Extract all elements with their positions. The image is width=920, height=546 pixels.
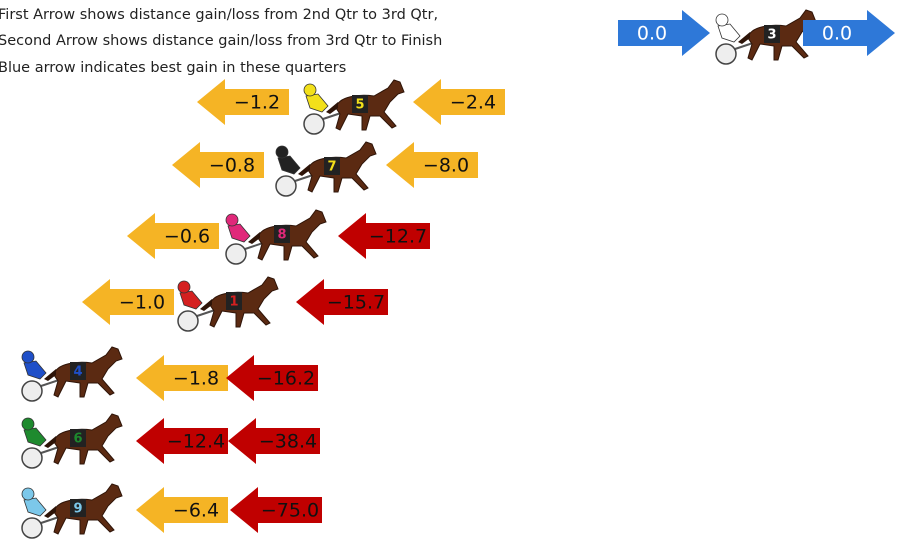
- driver: [278, 156, 300, 174]
- arrow-label: −0.6: [164, 226, 210, 248]
- arrow: −75.0: [230, 487, 322, 533]
- arrow-label: −16.2: [257, 368, 315, 390]
- arrow: −0.6: [127, 213, 219, 259]
- horse-number: 7: [327, 160, 336, 175]
- horse: 6: [22, 414, 122, 468]
- horse: 4: [22, 347, 122, 401]
- horse-number: 9: [73, 502, 82, 517]
- horse-body: [308, 142, 376, 192]
- horse-body: [54, 414, 122, 464]
- horse: 7: [276, 142, 376, 196]
- driver: [718, 24, 740, 42]
- driver: [24, 498, 46, 516]
- horse-number: 5: [355, 98, 364, 113]
- arrow: −12.4: [136, 418, 228, 464]
- horse-number: 8: [277, 228, 286, 243]
- driver-helmet: [304, 84, 316, 96]
- driver: [180, 291, 202, 309]
- horse-tail: [738, 32, 750, 44]
- sulky-wheel: [304, 114, 324, 134]
- arrow: 0.0: [803, 10, 895, 56]
- arrow-label: −15.7: [327, 292, 385, 314]
- arrow: −2.4: [413, 79, 505, 125]
- horse-number: 1: [229, 295, 238, 310]
- driver: [306, 94, 328, 112]
- arrow-label: −0.8: [209, 155, 255, 177]
- driver-helmet: [178, 281, 190, 293]
- horse: 9: [22, 484, 122, 538]
- driver: [24, 428, 46, 446]
- horse-body: [258, 210, 326, 260]
- driver-helmet: [22, 488, 34, 500]
- sulky-wheel: [22, 448, 42, 468]
- arrow-label: −1.2: [234, 92, 280, 114]
- horse-body: [54, 347, 122, 397]
- arrow: −1.0: [82, 279, 174, 325]
- horse: 3: [716, 10, 816, 64]
- driver-helmet: [226, 214, 238, 226]
- legend-line: First Arrow shows distance gain/loss fro…: [0, 7, 438, 23]
- arrow-label: −1.0: [119, 292, 165, 314]
- arrow: −0.8: [172, 142, 264, 188]
- legend-line: Second Arrow shows distance gain/loss fr…: [0, 33, 442, 49]
- arrow: −1.2: [197, 79, 289, 125]
- horse-tail: [200, 299, 212, 311]
- horse-tail: [44, 369, 56, 381]
- arrow-label: 0.0: [637, 23, 667, 45]
- sulky-wheel: [178, 311, 198, 331]
- horse-tail: [326, 102, 338, 114]
- horse: 5: [304, 80, 404, 134]
- sulky-wheel: [22, 518, 42, 538]
- arrow: 0.0: [618, 10, 710, 56]
- horse: 8: [226, 210, 326, 264]
- arrow: −38.4: [228, 418, 320, 464]
- horse-body: [336, 80, 404, 130]
- legend-line: Blue arrow indicates best gain in these …: [0, 60, 346, 76]
- driver-helmet: [22, 418, 34, 430]
- driver: [24, 361, 46, 379]
- driver: [228, 224, 250, 242]
- horse-tail: [298, 164, 310, 176]
- sulky-wheel: [226, 244, 246, 264]
- arrow-label: −1.8: [173, 368, 219, 390]
- horse-body: [210, 277, 278, 327]
- arrow: −15.7: [296, 279, 388, 325]
- sulky-wheel: [716, 44, 736, 64]
- horse-tail: [44, 506, 56, 518]
- arrow: −8.0: [386, 142, 478, 188]
- arrow-label: −75.0: [261, 500, 319, 522]
- arrow-label: −38.4: [259, 431, 317, 453]
- horse: 1: [178, 277, 278, 331]
- horse-tail: [248, 232, 260, 244]
- horse-tail: [44, 436, 56, 448]
- sulky-wheel: [22, 381, 42, 401]
- arrow-label: −12.7: [369, 226, 427, 248]
- arrow-label: −6.4: [173, 500, 219, 522]
- driver-helmet: [276, 146, 288, 158]
- horse-number: 4: [73, 365, 82, 380]
- race-diagram: First Arrow shows distance gain/loss fro…: [0, 0, 920, 546]
- arrow-label: −2.4: [450, 92, 496, 114]
- sulky-wheel: [276, 176, 296, 196]
- horse-body: [54, 484, 122, 534]
- driver-helmet: [22, 351, 34, 363]
- arrow-label: 0.0: [822, 23, 852, 45]
- arrow: −1.8: [136, 355, 228, 401]
- arrow: −6.4: [136, 487, 228, 533]
- horse-number: 6: [73, 432, 82, 447]
- horse-number: 3: [767, 28, 776, 43]
- arrow-label: −12.4: [167, 431, 225, 453]
- arrow: −12.7: [338, 213, 430, 259]
- arrow: −16.2: [226, 355, 318, 401]
- driver-helmet: [716, 14, 728, 26]
- arrow-label: −8.0: [423, 155, 469, 177]
